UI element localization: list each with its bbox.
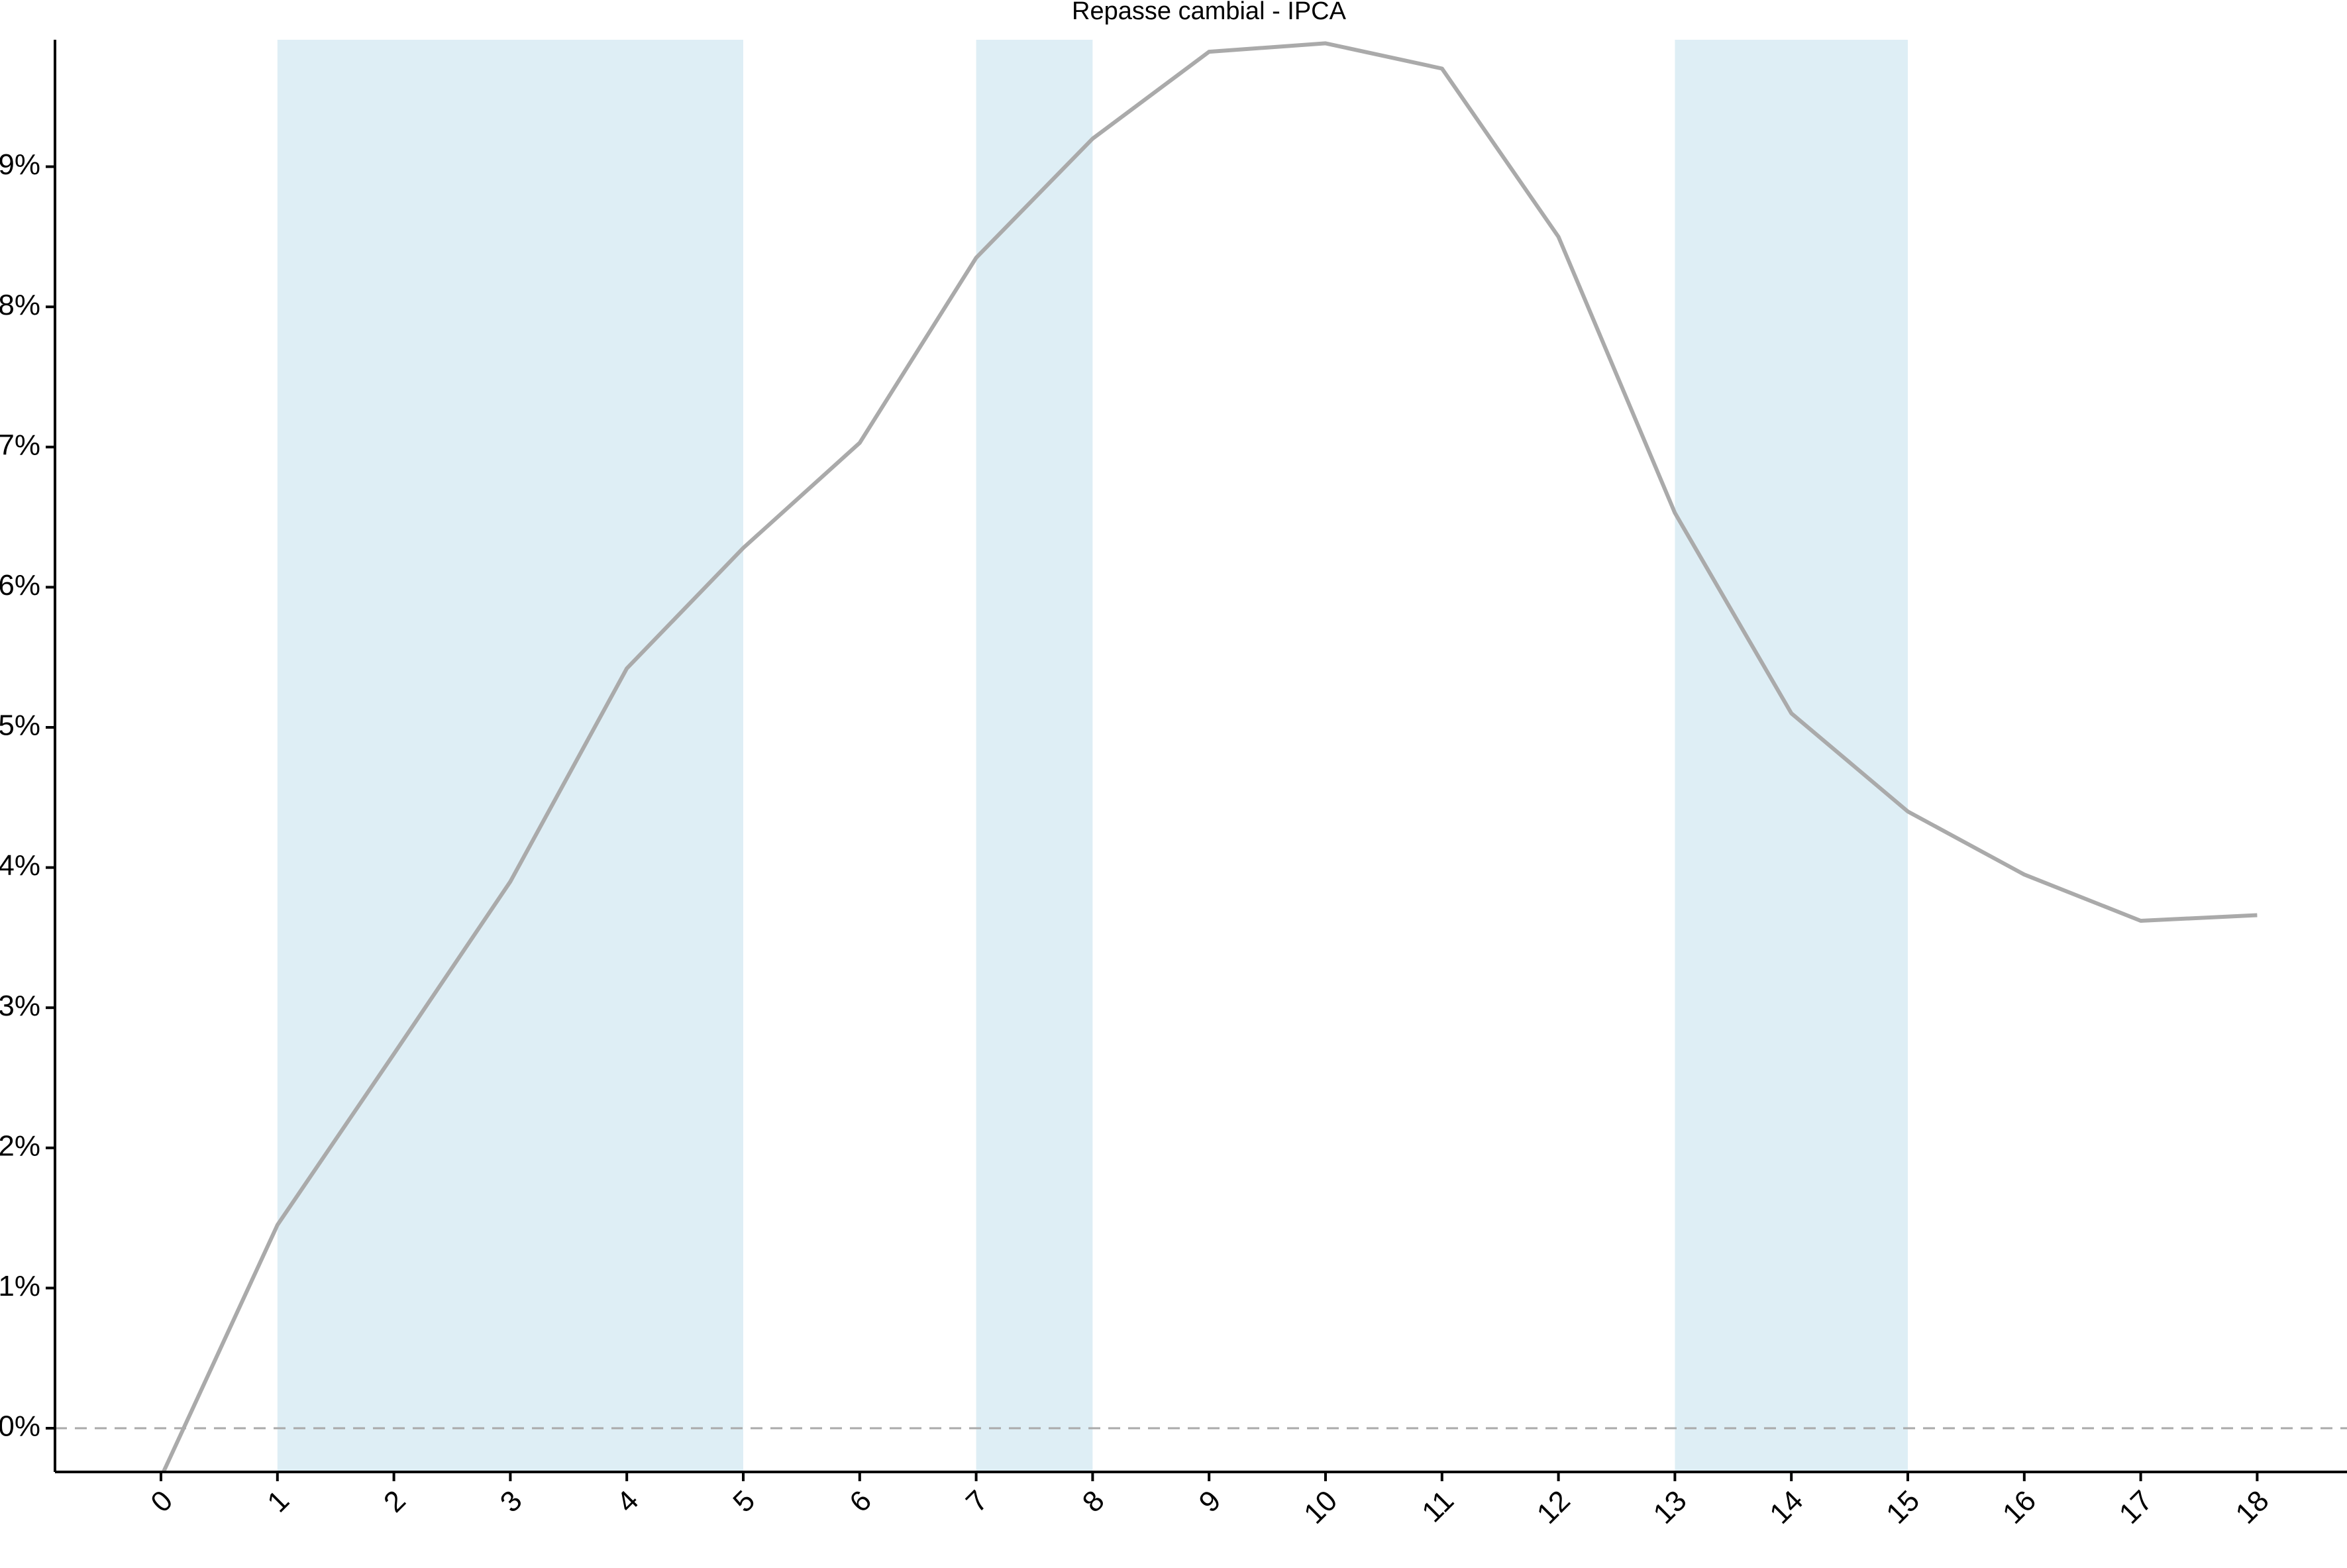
y-tick-label: 4% bbox=[0, 849, 40, 882]
series-lines bbox=[161, 41, 2258, 1472]
y-tick-label: 1% bbox=[0, 1270, 40, 1302]
y-tick-label: 2% bbox=[0, 1129, 40, 1162]
axes bbox=[54, 40, 2347, 1473]
y-tick-label: 5% bbox=[0, 709, 40, 742]
y-tick-label: 0% bbox=[0, 1410, 40, 1443]
y-tick-label: 8% bbox=[0, 289, 40, 321]
chart-title: Repasse cambial - IPCA bbox=[1072, 0, 1347, 25]
y-tick-label: 3% bbox=[0, 990, 40, 1022]
series-line-1 bbox=[161, 41, 2258, 1472]
y-tick-label: 6% bbox=[0, 569, 40, 601]
shaded-regions bbox=[277, 40, 1908, 1472]
y-tick-label: 9% bbox=[0, 148, 40, 181]
shaded-region-1 bbox=[277, 40, 743, 1472]
y-tick-label: 7% bbox=[0, 429, 40, 461]
shaded-region-3 bbox=[1675, 40, 1908, 1472]
y-axis-ticks: 0% 1% 2% 3% 4% 5% 6% 7% 8% 9% bbox=[0, 148, 55, 1443]
shaded-region-2 bbox=[976, 40, 1093, 1472]
